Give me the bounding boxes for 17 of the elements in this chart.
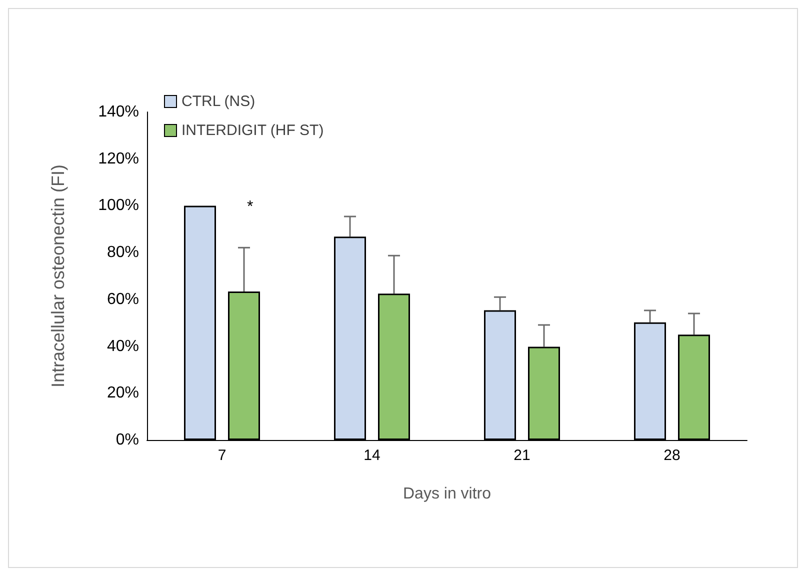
legend-label: INTERDIGIT (HF ST) <box>182 122 324 139</box>
annotation: * <box>247 198 254 216</box>
legend-label: CTRL (NS) <box>182 93 256 110</box>
y-tick-label: 100% <box>98 197 139 214</box>
y-tick-label: 120% <box>98 150 139 168</box>
x-tick-label: 28 <box>664 447 680 464</box>
x-axis-title: Days in vitro <box>402 486 492 502</box>
y-tick-label: 0% <box>116 432 139 448</box>
y-tick-label: 80% <box>106 244 139 262</box>
x-tick-label: 14 <box>364 447 380 464</box>
y-tick-label: 40% <box>106 338 139 355</box>
y-tick-label: 60% <box>106 290 139 308</box>
x-tick-label: 21 <box>514 447 530 464</box>
x-tick-label: 7 <box>218 447 226 464</box>
y-axis-title: Intracellular osteonectin (FI) <box>48 164 68 388</box>
y-tick-label: 20% <box>106 384 139 402</box>
y-tick-label: 140% <box>98 104 139 120</box>
